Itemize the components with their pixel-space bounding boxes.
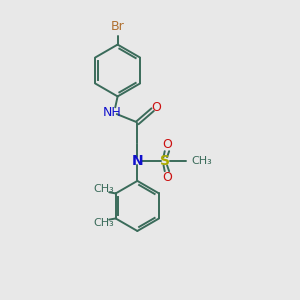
Text: N: N xyxy=(131,154,143,168)
Text: O: O xyxy=(163,171,172,184)
Text: CH₃: CH₃ xyxy=(93,184,114,194)
Text: CH₃: CH₃ xyxy=(191,156,212,166)
Text: Br: Br xyxy=(111,20,124,33)
Text: NH: NH xyxy=(103,106,122,119)
Text: CH₃: CH₃ xyxy=(93,218,114,228)
Text: O: O xyxy=(151,101,161,114)
Text: O: O xyxy=(163,138,172,151)
Text: S: S xyxy=(160,154,170,168)
